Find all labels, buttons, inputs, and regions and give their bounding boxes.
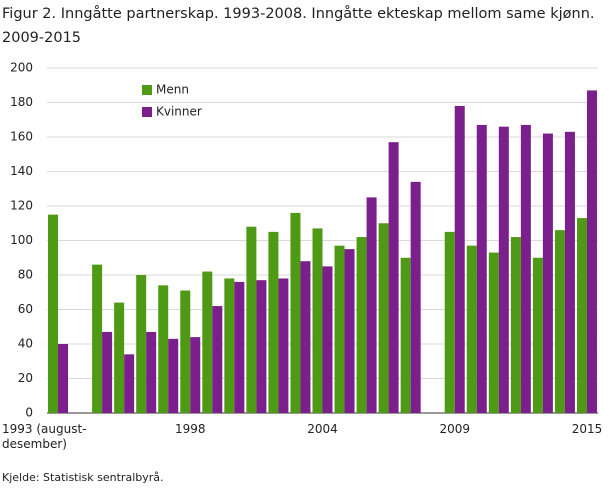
bar xyxy=(444,231,455,413)
y-tick-label: 160 xyxy=(10,130,33,144)
bar xyxy=(476,124,487,414)
chart-subtitle: 2009-2015 xyxy=(2,30,81,46)
bar xyxy=(532,257,543,413)
bar xyxy=(124,354,135,413)
bar xyxy=(102,331,113,413)
bar xyxy=(234,281,245,413)
legend-swatch xyxy=(142,85,152,95)
bar xyxy=(246,226,257,413)
x-tick-label: 2009 xyxy=(439,422,470,436)
chart-title: Figur 2. Inngåtte partnerskap. 1993-2008… xyxy=(2,5,595,22)
bar xyxy=(378,223,389,413)
bar xyxy=(268,231,279,413)
x-tick-label: 2015 xyxy=(571,422,603,436)
bar xyxy=(158,285,169,413)
bar xyxy=(344,249,355,413)
bar xyxy=(168,338,179,413)
bar xyxy=(466,245,477,413)
legend-label: Menn xyxy=(156,83,189,97)
y-tick-label: 60 xyxy=(18,302,33,316)
bar xyxy=(388,142,399,414)
bar xyxy=(290,212,301,413)
y-tick-label: 0 xyxy=(25,406,33,420)
bar xyxy=(58,344,69,413)
bar xyxy=(510,237,521,413)
bar xyxy=(520,124,531,414)
bar xyxy=(366,197,377,413)
bar xyxy=(564,131,575,413)
y-tick-label: 200 xyxy=(10,61,33,75)
bar xyxy=(322,266,333,413)
x-tick-label: 2004 xyxy=(307,422,338,436)
bar xyxy=(554,230,565,413)
bar xyxy=(136,275,147,413)
x-tick-label: 1993 (august-desember) xyxy=(2,422,87,451)
legend-label: Kvinner xyxy=(156,105,202,119)
y-tick-label: 100 xyxy=(10,233,33,247)
bar xyxy=(92,264,103,413)
bar xyxy=(542,133,553,414)
bar xyxy=(212,306,223,413)
bar xyxy=(400,257,411,413)
bar xyxy=(454,105,465,413)
bar xyxy=(114,302,125,413)
bar xyxy=(498,126,509,414)
bar xyxy=(410,181,421,413)
bar xyxy=(224,278,235,413)
y-tick-label: 20 xyxy=(18,371,33,385)
bar xyxy=(488,252,499,413)
legend-swatch xyxy=(142,107,152,117)
bar xyxy=(256,280,267,413)
y-tick-label: 80 xyxy=(18,268,33,282)
bar xyxy=(202,271,213,413)
bar xyxy=(278,278,289,413)
source: Kjelde: Statistisk sentralbyrå. xyxy=(2,471,164,484)
bar xyxy=(312,228,323,413)
y-tick-label: 40 xyxy=(18,337,33,351)
bar xyxy=(180,290,191,413)
bar xyxy=(190,337,201,413)
bar xyxy=(356,237,367,413)
y-tick-label: 140 xyxy=(10,164,33,178)
bar xyxy=(300,261,311,413)
x-tick-label: 1998 xyxy=(174,422,206,436)
bar xyxy=(576,218,587,413)
bar xyxy=(48,214,59,413)
bar xyxy=(146,331,157,413)
bar xyxy=(586,90,597,414)
y-tick-label: 120 xyxy=(10,199,33,213)
y-tick-label: 180 xyxy=(10,95,33,109)
bar xyxy=(334,245,345,413)
